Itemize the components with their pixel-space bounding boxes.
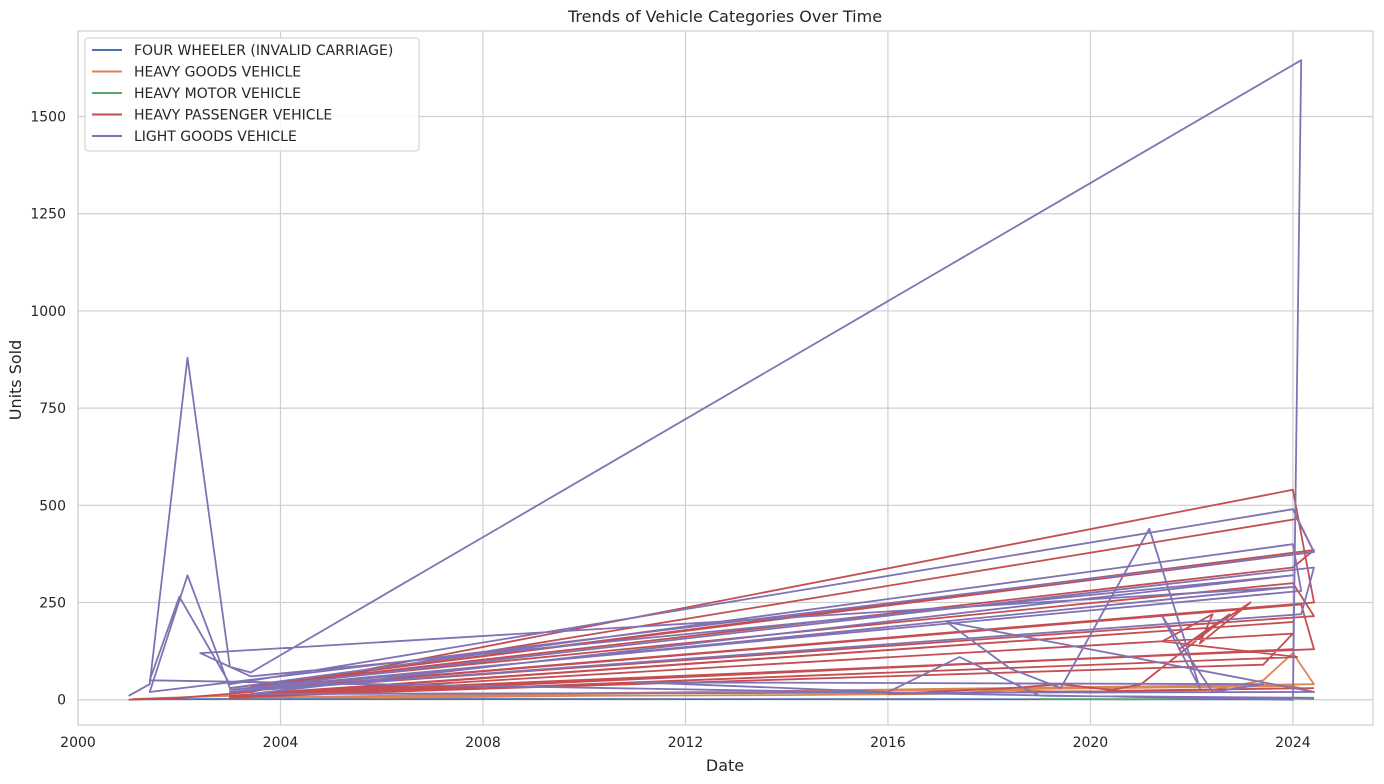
legend-label: LIGHT GOODS VEHICLE: [134, 129, 297, 145]
x-tick-label: 2000: [60, 735, 96, 751]
x-tick-label: 2024: [1275, 735, 1311, 751]
series-line-3: [128, 488, 1315, 701]
series-line-4: [128, 59, 1315, 701]
plot-frame: [77, 30, 1374, 726]
x-axis-ticks: 2000 2004 2008 2012 2016 2020 2024: [60, 735, 1311, 751]
legend-label: HEAVY GOODS VEHICLE: [134, 65, 301, 81]
y-tick-label: 0: [57, 693, 66, 709]
y-axis-label: Units Sold: [6, 340, 25, 421]
chart-title: Trends of Vehicle Categories Over Time: [567, 7, 882, 26]
y-tick-label: 250: [39, 596, 66, 612]
y-tick-label: 1250: [30, 207, 66, 223]
x-tick-label: 2008: [465, 735, 501, 751]
series-lines: [128, 59, 1315, 701]
gridlines: [77, 31, 1373, 725]
y-axis-ticks: 0 250 500 750 1000 1250 1500: [30, 110, 66, 709]
legend-label: HEAVY MOTOR VEHICLE: [134, 86, 301, 102]
legend-box: [84, 37, 420, 152]
legend-label: FOUR WHEELER (INVALID CARRIAGE): [134, 43, 393, 59]
legend: FOUR WHEELER (INVALID CARRIAGE) HEAVY GOO…: [84, 37, 420, 152]
x-tick-label: 2012: [668, 735, 704, 751]
x-tick-label: 2004: [263, 735, 299, 751]
y-tick-label: 750: [39, 401, 66, 417]
x-tick-label: 2020: [1073, 735, 1109, 751]
y-tick-label: 1000: [30, 304, 66, 320]
x-tick-label: 2016: [870, 735, 906, 751]
legend-label: HEAVY PASSENGER VEHICLE: [134, 108, 332, 124]
y-tick-label: 1500: [30, 110, 66, 126]
y-tick-label: 500: [39, 498, 66, 514]
x-axis-label: Date: [706, 756, 744, 775]
